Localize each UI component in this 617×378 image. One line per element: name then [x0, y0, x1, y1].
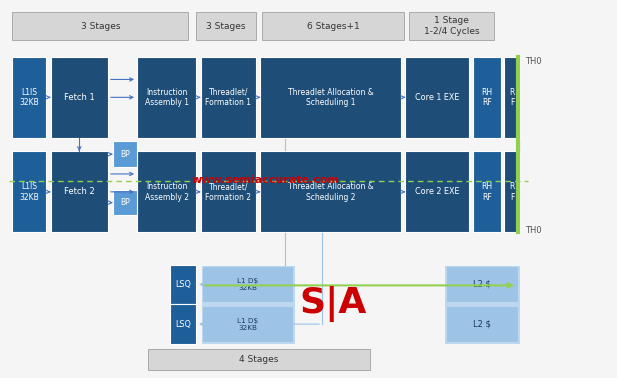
Bar: [12, 57, 46, 138]
Bar: [444, 265, 520, 344]
Bar: [12, 151, 46, 232]
Text: LSQ: LSQ: [175, 280, 191, 289]
Bar: [260, 151, 401, 232]
Text: L1 D$
32KB: L1 D$ 32KB: [237, 278, 259, 291]
Text: BP: BP: [120, 150, 130, 159]
Text: Threadlet/
Formation 2: Threadlet/ Formation 2: [205, 182, 251, 201]
Text: RH
RF: RH RF: [481, 88, 492, 107]
Text: L1IS
32KB: L1IS 32KB: [19, 88, 39, 107]
Text: LSQ: LSQ: [175, 320, 191, 328]
Bar: [446, 266, 518, 302]
Bar: [170, 265, 196, 304]
Bar: [201, 151, 256, 232]
Text: 6 Stages+1: 6 Stages+1: [307, 22, 360, 31]
Text: Fetch 1: Fetch 1: [64, 93, 94, 102]
Text: L1IS
32KB: L1IS 32KB: [19, 182, 39, 201]
Bar: [137, 57, 196, 138]
Bar: [260, 57, 401, 138]
Text: 4 Stages: 4 Stages: [239, 355, 279, 364]
Bar: [137, 151, 196, 232]
Bar: [113, 141, 137, 167]
Text: Threadlet Allocation &
Scheduling 2: Threadlet Allocation & Scheduling 2: [288, 182, 373, 201]
Text: Threadlet/
Formation 1: Threadlet/ Formation 1: [205, 88, 251, 107]
Text: L2 $: L2 $: [473, 280, 491, 289]
Text: 3 Stages: 3 Stages: [80, 22, 120, 31]
Text: Threadlet Allocation &
Scheduling 1: Threadlet Allocation & Scheduling 1: [288, 88, 373, 107]
Bar: [148, 349, 370, 370]
Text: 3 Stages: 3 Stages: [206, 22, 246, 31]
Bar: [201, 57, 256, 138]
Text: TH0: TH0: [525, 57, 542, 66]
Bar: [473, 151, 501, 232]
Bar: [405, 151, 469, 232]
Text: Fetch 2: Fetch 2: [64, 187, 94, 196]
Text: Core 1 EXE: Core 1 EXE: [415, 93, 459, 102]
Text: L1 D$
32KB: L1 D$ 32KB: [237, 318, 259, 331]
Bar: [262, 12, 404, 40]
Bar: [405, 57, 469, 138]
Bar: [504, 57, 520, 138]
Text: Instruction
Assembly 2: Instruction Assembly 2: [144, 182, 189, 201]
Text: TH0: TH0: [525, 226, 542, 235]
Text: L2 $: L2 $: [473, 320, 491, 328]
Bar: [51, 151, 108, 232]
Bar: [446, 306, 518, 342]
Bar: [201, 265, 295, 344]
Bar: [12, 12, 188, 40]
Bar: [113, 190, 137, 215]
Bar: [473, 57, 501, 138]
Text: RH
RF: RH RF: [481, 182, 492, 201]
Text: S|A: S|A: [299, 286, 367, 322]
Text: R
F: R F: [510, 182, 515, 201]
Text: www.semiaccurate.com: www.semiaccurate.com: [191, 175, 339, 184]
Text: R
F: R F: [510, 88, 515, 107]
Bar: [504, 151, 520, 232]
Bar: [202, 266, 293, 302]
Text: Instruction
Assembly 1: Instruction Assembly 1: [144, 88, 189, 107]
Text: BP: BP: [120, 198, 130, 207]
Bar: [170, 304, 196, 344]
Bar: [51, 57, 108, 138]
Text: Core 2 EXE: Core 2 EXE: [415, 187, 460, 196]
Bar: [202, 306, 293, 342]
Bar: [409, 12, 494, 40]
Bar: [196, 12, 256, 40]
Text: 1 Stage
1-2/4 Cycles: 1 Stage 1-2/4 Cycles: [423, 16, 479, 36]
